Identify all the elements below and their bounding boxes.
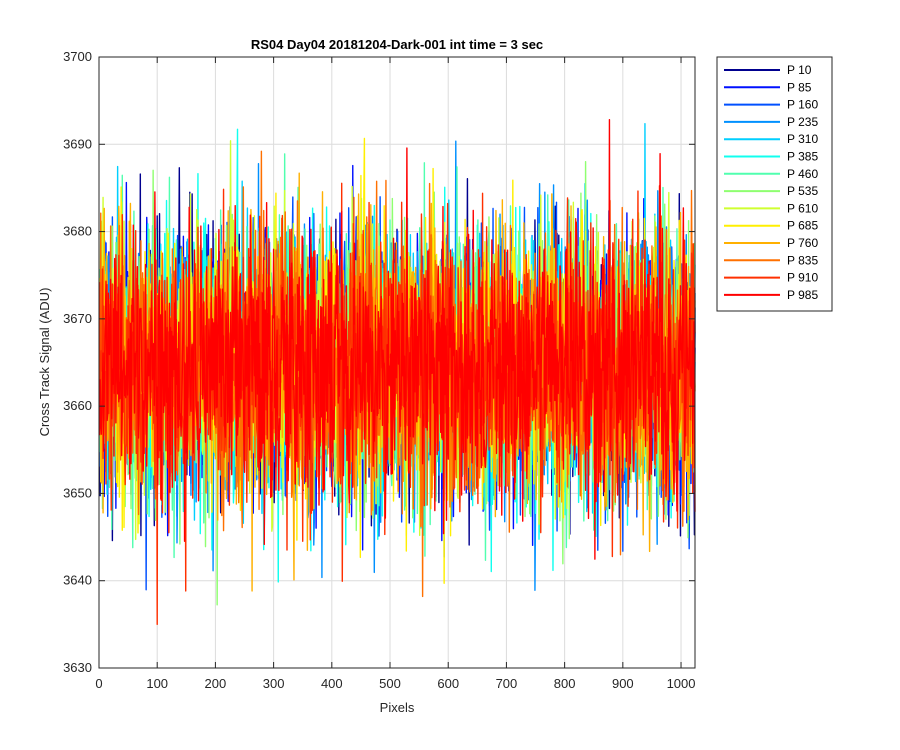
x-tick-label: 200 <box>205 676 227 691</box>
legend-label: P 685 <box>787 219 818 233</box>
x-tick-label: 400 <box>321 676 343 691</box>
legend-label: P 910 <box>787 271 818 285</box>
x-tick-label: 800 <box>554 676 576 691</box>
y-tick-label: 3630 <box>63 660 92 675</box>
legend-label: P 160 <box>787 98 818 112</box>
x-tick-label: 700 <box>496 676 518 691</box>
legend-label: P 235 <box>787 115 818 129</box>
legend-label: P 835 <box>787 253 818 267</box>
x-axis-label: Pixels <box>380 700 415 715</box>
x-tick-label: 600 <box>437 676 459 691</box>
x-tick-label: 500 <box>379 676 401 691</box>
x-tick-label: 1000 <box>667 676 696 691</box>
x-tick-label: 300 <box>263 676 285 691</box>
y-tick-label: 3650 <box>63 485 92 500</box>
y-tick-label: 3680 <box>63 224 92 239</box>
series-line <box>98 118 696 560</box>
chart-title: RS04 Day04 20181204-Dark-001 int time = … <box>251 37 543 52</box>
y-axis: 3630 3640 3650 3660 3670 3680 3690 3700 <box>63 49 695 675</box>
legend-label: P 460 <box>787 167 818 181</box>
x-axis: 0 100 200 300 400 500 600 700 800 900 1000 <box>95 57 695 691</box>
x-tick-label: 900 <box>612 676 634 691</box>
legend-label: P 85 <box>787 80 812 94</box>
y-tick-label: 3700 <box>63 49 92 64</box>
legend-label: P 760 <box>787 236 818 250</box>
y-tick-label: 3660 <box>63 398 92 413</box>
y-tick-label: 3690 <box>63 136 92 151</box>
legend-label: P 310 <box>787 132 818 146</box>
legend-label: P 610 <box>787 201 818 215</box>
y-tick-label: 3640 <box>63 573 92 588</box>
legend-label: P 985 <box>787 288 818 302</box>
y-tick-label: 3670 <box>63 311 92 326</box>
x-tick-label: 0 <box>95 676 102 691</box>
legend-label: P 10 <box>787 63 812 77</box>
legend: P 10 P 85 P 160 P 235 P 310 P 385 P 460 P 535 P … <box>716 56 833 312</box>
plot-frame <box>98 56 696 669</box>
legend-box <box>716 56 833 312</box>
y-axis-label: Cross Track Signal (ADU) <box>37 288 52 437</box>
legend-label: P 385 <box>787 150 818 164</box>
legend-label: P 535 <box>787 184 818 198</box>
series-layer <box>98 118 696 626</box>
x-tick-label: 100 <box>146 676 168 691</box>
